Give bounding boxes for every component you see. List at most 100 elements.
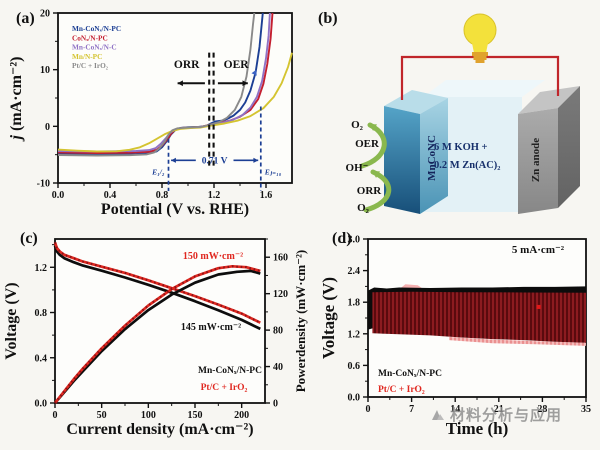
left-y-axis-title: Voltage (V) bbox=[3, 282, 20, 359]
watermark-logo-icon bbox=[432, 410, 444, 420]
panel-a-chart: 0.0 0.4 0.8 1.2 1.6 -10 0 10 20 Mn-CoNₓ/N-PCCoNₓ/… bbox=[8, 9, 293, 218]
x-tick-label: 0.0 bbox=[52, 190, 65, 201]
y-tick-label: 10 bbox=[40, 65, 50, 76]
cathode-front-face bbox=[384, 106, 420, 214]
x-tick-label: 1.2 bbox=[208, 190, 221, 201]
left-y-tick-label: 1.2 bbox=[35, 263, 48, 274]
x-tick-label: 21 bbox=[494, 404, 504, 415]
electrolyte-line1: 6 M KOH + bbox=[434, 142, 488, 153]
arrowhead bbox=[171, 157, 176, 163]
x-tick-label: 7 bbox=[409, 404, 414, 415]
electrolyte-top bbox=[423, 80, 545, 97]
y-tick-label: 0.6 bbox=[348, 361, 361, 372]
x-tick-label: 14 bbox=[450, 404, 460, 415]
x-tick-label: 100 bbox=[141, 410, 156, 421]
left-y-tick-label: 0.8 bbox=[35, 308, 48, 319]
current-density-label: 5 mA·cm⁻² bbox=[512, 244, 565, 256]
oer-arrow bbox=[359, 122, 387, 169]
x-tick-label: 28 bbox=[537, 404, 547, 415]
x-tick-label: 1.6 bbox=[260, 190, 273, 201]
panel-b-diagram: MnCoNC Zn anode 6 M KOH + 0.2 M Zn(AC)₂ O₂ OE… bbox=[346, 13, 580, 214]
legend-entry: Pt/C + IrO₂ bbox=[201, 383, 248, 393]
x-axis-title: Time (h) bbox=[446, 419, 509, 438]
panel-c: (c) 0 50 100 150 200 0.0 0.4 0.8 1.2 0 40 80 120 160 1… bbox=[0, 225, 318, 450]
right-y-tick-label: 120 bbox=[273, 289, 288, 300]
cathode-label: MnCoNC bbox=[426, 135, 438, 181]
x-tick-label: 0 bbox=[53, 410, 58, 421]
panel-d-tag: (d) bbox=[332, 230, 352, 247]
panel-b: (b) MnCoNC Zn anode 6 M KOH + 0.2 M Zn(AC)₂… bbox=[300, 0, 600, 225]
legend-entry: Pt/C + IrO₂ bbox=[378, 385, 425, 395]
legend-entry: Mn/N-PC bbox=[72, 52, 102, 61]
arrowhead bbox=[372, 171, 380, 178]
e-j10-label: Eⱼ₌₁₀ bbox=[264, 168, 282, 177]
panel-a-tag: (a) bbox=[16, 10, 35, 27]
x-tick-label: 0 bbox=[366, 404, 371, 415]
arrowhead bbox=[253, 157, 259, 163]
panel-d-chart: 0 7 14 21 28 35 0.0 0.6 1.2 1.8 2.4 3.0 5 mA·cm⁻² Mn-… bbox=[319, 235, 591, 439]
panel-d: (d) 0 7 14 21 28 35 0.0 0.6 1.2 1.8 2.4 3.0 5 mA·cm⁻… bbox=[318, 225, 600, 450]
arrowhead bbox=[242, 80, 248, 87]
series-mn-con-n-pc-voltage-curve bbox=[53, 245, 261, 331]
x-tick-label: 200 bbox=[234, 410, 249, 421]
y-tick-label: 20 bbox=[40, 9, 50, 20]
panel-c-chart: 0 50 100 150 200 0.0 0.4 0.8 1.2 0 40 80 120 160 150 m… bbox=[3, 238, 308, 438]
x-tick-label: 0.8 bbox=[156, 190, 169, 201]
panel-a: (a) 0.0 0.4 0.8 1.2 1.6 -10 0 10 20 Mn-CoNₓ/N-PC C… bbox=[6, 3, 300, 225]
y-axis-title: Voltage (V) bbox=[319, 277, 338, 359]
e-half-label: E₁/₂ bbox=[151, 168, 165, 177]
x-axis-title: Current density (mA·cm⁻²) bbox=[66, 421, 253, 438]
series-pt-c-iro-voltage-marker-texture bbox=[53, 242, 261, 324]
right-y-tick-label: 160 bbox=[273, 253, 288, 264]
y-axis-title: j (mA·cm⁻²) bbox=[8, 57, 25, 143]
anode-label: Zn anode bbox=[530, 138, 542, 182]
cycling-band-pt-c-iro bbox=[372, 291, 586, 343]
orr-arrow bbox=[363, 169, 392, 213]
left-y-tick-label: 0.4 bbox=[35, 353, 48, 364]
panel-c-tag: (c) bbox=[20, 230, 38, 247]
watermark: 材料分析与应用 bbox=[430, 401, 600, 427]
anode-side-face bbox=[558, 86, 580, 208]
reaction-label-3: ORR bbox=[357, 185, 383, 197]
legend-entry: Mn-CoNₓ/N-C bbox=[72, 43, 117, 52]
x-tick-label: 0.4 bbox=[104, 190, 117, 201]
reaction-label-2: OH⁻ bbox=[346, 162, 369, 174]
peak-power-black-label: 145 mW·cm⁻² bbox=[181, 322, 241, 333]
orr-label: ORR bbox=[174, 59, 200, 71]
cathode-side-face bbox=[420, 98, 448, 214]
electrolyte-line2: 0.2 M Zn(AC)₂ bbox=[434, 160, 500, 171]
left-y-tick-label: 0.0 bbox=[35, 399, 48, 410]
legend-entry: Mn-CoNₓ/N-PC bbox=[378, 369, 442, 379]
series-pt-c-iro-power-marker-texture bbox=[54, 265, 261, 404]
stray-data-marker bbox=[536, 304, 541, 309]
y-tick-label: 2.4 bbox=[348, 266, 361, 277]
x-axis-title: Potential (V vs. RHE) bbox=[101, 201, 249, 218]
gap-label: 0.71 V bbox=[202, 157, 228, 167]
legend-entry: Mn-CoNₓ/N-PC bbox=[72, 24, 121, 33]
peak-power-red-label: 150 mW·cm⁻² bbox=[183, 251, 243, 262]
arrowhead bbox=[369, 124, 377, 131]
x-tick-label: 150 bbox=[188, 410, 203, 421]
reaction-label-4: O₂ bbox=[357, 202, 370, 214]
y-tick-label: 0 bbox=[45, 122, 50, 133]
legend-entry: CoNₓ/N-PC bbox=[72, 33, 108, 42]
y-tick-label: 1.8 bbox=[348, 298, 361, 309]
reaction-label-1: OER bbox=[355, 138, 380, 150]
cathode-top-face bbox=[384, 90, 448, 114]
right-y-axis-title: Powerdensity (mW·cm⁻²) bbox=[293, 250, 308, 393]
right-y-tick-label: 40 bbox=[273, 362, 283, 373]
watermark-text: 材料分析与应用 bbox=[450, 405, 563, 424]
arrowhead bbox=[251, 69, 257, 76]
legend-entry: Mn-CoNₓ/N-PC bbox=[198, 366, 262, 376]
y-tick-label: 1.2 bbox=[348, 329, 361, 340]
y-tick-label: 0.0 bbox=[348, 393, 361, 404]
reaction-label-0: O₂ bbox=[351, 119, 364, 131]
right-y-tick-label: 80 bbox=[273, 326, 283, 337]
x-tick-label: 35 bbox=[581, 404, 591, 415]
panel-b-tag: (b) bbox=[318, 10, 338, 27]
right-y-tick-label: 0 bbox=[273, 399, 278, 410]
ptc-iro2-halo-bottom bbox=[449, 337, 586, 346]
oer-label: OER bbox=[224, 59, 250, 71]
anode-top-face bbox=[518, 86, 580, 114]
